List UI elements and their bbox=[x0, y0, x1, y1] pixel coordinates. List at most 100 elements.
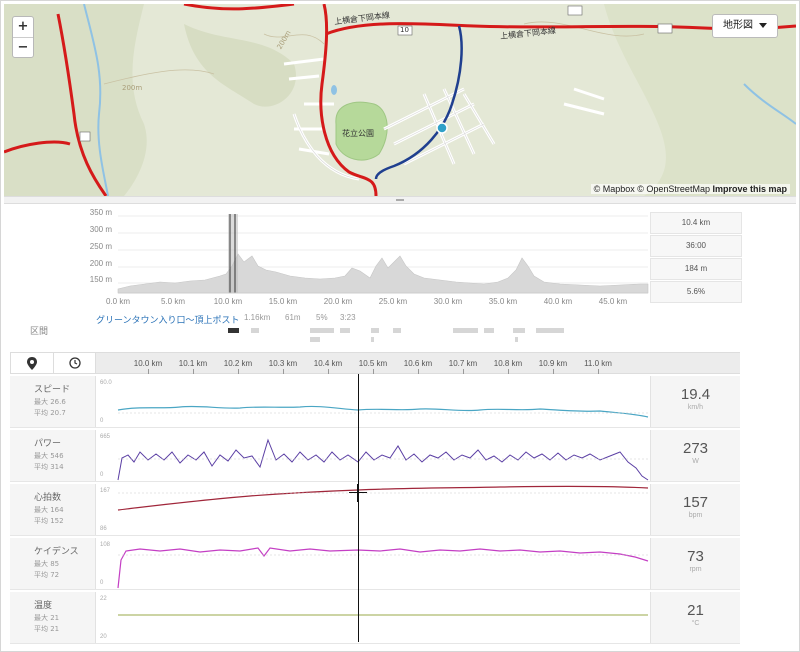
distance-tick-mark bbox=[508, 369, 509, 374]
elevation-y-tick: 200 m bbox=[89, 259, 112, 268]
segment-bar[interactable] bbox=[484, 328, 494, 333]
stream-row-cadence[interactable]: ケイデンス 最大 85 平均 72 108 0 73 rpm bbox=[10, 538, 740, 590]
stream-value: 21 bbox=[687, 602, 704, 619]
stream-axis-max: 22 bbox=[100, 596, 107, 602]
stream-axis-min: 0 bbox=[100, 418, 104, 424]
stream-axis-min: 0 bbox=[100, 580, 104, 586]
stream-axis-min: 86 bbox=[100, 526, 107, 532]
stream-row-temperature[interactable]: 温度 最大 21 平均 21 22 20 21 °C bbox=[10, 592, 740, 644]
stream-axis-max: 108 bbox=[100, 542, 111, 548]
stream-average: 平均 72 bbox=[34, 571, 60, 579]
stream-current-value: 21 °C bbox=[650, 592, 740, 643]
segment-bar[interactable] bbox=[515, 337, 518, 342]
stream-unit: °C bbox=[691, 620, 700, 627]
segment-bar[interactable] bbox=[453, 328, 478, 333]
segment-bar[interactable] bbox=[310, 328, 334, 333]
crosshair-icon bbox=[349, 492, 367, 493]
segment-elevation-gain: 61m bbox=[285, 313, 301, 322]
stat-time: 36:00 bbox=[650, 235, 742, 257]
elevation-x-tick: 20.0 km bbox=[323, 297, 353, 306]
map-type-dropdown[interactable]: 地形図 bbox=[712, 14, 778, 38]
stream-name: 心拍数 bbox=[34, 493, 62, 503]
zoom-in-button[interactable]: + bbox=[17, 19, 29, 34]
map-resize-handle[interactable] bbox=[4, 196, 796, 204]
stream-axis-min: 0 bbox=[100, 472, 104, 478]
zoom-control: + − bbox=[12, 16, 34, 58]
stream-value: 157 bbox=[682, 494, 709, 511]
osm-link[interactable]: © OpenStreetMap bbox=[637, 184, 710, 194]
stream-row-power[interactable]: パワー 最大 546 平均 314 665 0 273 W bbox=[10, 430, 740, 482]
distance-axis: 10.0 km 10.1 km 10.2 km 10.3 km 10.4 km 10.5 … bbox=[96, 352, 740, 374]
elevation-x-tick: 40.0 km bbox=[543, 297, 573, 306]
grip-icon bbox=[396, 199, 404, 201]
distance-tick: 10.6 km bbox=[403, 359, 433, 368]
distance-tick: 10.1 km bbox=[178, 359, 208, 368]
elevation-x-tick: 0.0 km bbox=[105, 297, 131, 306]
map-pin-icon[interactable] bbox=[11, 353, 53, 373]
route-number-label: 10 bbox=[400, 26, 409, 34]
elevation-x-tick: 25.0 km bbox=[378, 297, 408, 306]
distance-tick: 10.5 km bbox=[358, 359, 388, 368]
park-label: 花立公園 bbox=[342, 129, 374, 138]
clock-icon[interactable] bbox=[53, 353, 95, 373]
contour-label: 200m bbox=[122, 84, 143, 92]
stream-current-value: 19.4 km/h bbox=[650, 376, 740, 427]
stream-name: ケイデンス bbox=[34, 547, 79, 557]
segment-bar[interactable] bbox=[310, 337, 320, 342]
segment-bar-selected[interactable] bbox=[228, 328, 239, 333]
map-canvas[interactable] bbox=[4, 4, 796, 196]
elevation-y-tick: 350 m bbox=[89, 208, 112, 217]
stream-row-speed[interactable]: スピード 最大 26.6 平均 20.7 60.0 0 19.4 km/h bbox=[10, 376, 740, 428]
elevation-area bbox=[117, 253, 649, 294]
elevation-x-tick: 45.0 km bbox=[598, 297, 628, 306]
segment-distance: 1.16km bbox=[244, 313, 271, 322]
improve-map-link[interactable]: Improve this map bbox=[712, 184, 787, 194]
distance-tick-mark bbox=[553, 369, 554, 374]
stream-average: 平均 20.7 bbox=[34, 409, 66, 417]
stream-value: 73 bbox=[687, 548, 704, 565]
zoom-out-button[interactable]: − bbox=[17, 40, 29, 55]
segment-bar[interactable] bbox=[536, 328, 564, 333]
stream-max: 最大 85 bbox=[34, 560, 60, 568]
analysis-view-tabs bbox=[10, 352, 96, 374]
segment-bar[interactable] bbox=[513, 328, 525, 333]
stream-row-heart-rate[interactable]: 心拍数 最大 164 平均 152 167 86 157 bpm bbox=[10, 484, 740, 536]
elevation-x-tick: 5.0 km bbox=[160, 297, 186, 306]
stream-max: 最大 164 bbox=[34, 506, 64, 514]
elevation-profile-chart[interactable] bbox=[0, 206, 800, 316]
distance-tick-mark bbox=[598, 369, 599, 374]
segment-bar[interactable] bbox=[371, 337, 374, 342]
stream-max: 最大 546 bbox=[34, 452, 64, 460]
segment-bar[interactable] bbox=[251, 328, 259, 333]
stream-average: 平均 21 bbox=[34, 625, 60, 633]
distance-tick: 10.2 km bbox=[223, 359, 253, 368]
distance-tick: 10.8 km bbox=[493, 359, 523, 368]
segment-bar[interactable] bbox=[393, 328, 401, 333]
zoom-divider bbox=[13, 37, 33, 38]
mapbox-link[interactable]: © Mapbox bbox=[593, 184, 635, 194]
distance-tick: 11.0 km bbox=[584, 359, 612, 368]
elevation-y-tick: 300 m bbox=[89, 225, 112, 234]
segment-name-link[interactable]: グリーンタウン入り口～頂上ポスト bbox=[96, 316, 240, 326]
distance-tick: 10.7 km bbox=[448, 359, 478, 368]
segment-bar[interactable] bbox=[371, 328, 379, 333]
crosshair-icon bbox=[357, 484, 358, 502]
stream-label: 温度 最大 21 平均 21 bbox=[10, 592, 96, 643]
elevation-y-tick: 250 m bbox=[89, 242, 112, 251]
stream-axis-max: 60.0 bbox=[100, 380, 112, 386]
map-type-label: 地形図 bbox=[723, 20, 753, 31]
hover-cursor-line bbox=[358, 374, 359, 642]
selection-window[interactable] bbox=[228, 214, 238, 293]
route-map[interactable]: 上横倉下岡本線 上横倉下岡本線 10 花立公園 200m 200m + − 地形… bbox=[4, 4, 796, 196]
stream-current-value: 273 W bbox=[650, 430, 740, 481]
stream-unit: W bbox=[692, 458, 699, 465]
stream-max: 最大 21 bbox=[34, 614, 60, 622]
distance-tick: 10.9 km bbox=[538, 359, 568, 368]
segment-bar[interactable] bbox=[340, 328, 350, 333]
distance-tick-mark bbox=[238, 369, 239, 374]
distance-tick: 10.3 km bbox=[268, 359, 298, 368]
distance-tick: 10.0 km bbox=[133, 359, 163, 368]
stream-axis-max: 167 bbox=[100, 488, 111, 494]
stat-grade: 5.6% bbox=[650, 281, 742, 303]
stream-label: ケイデンス最大 85 平均 72 bbox=[10, 538, 96, 589]
